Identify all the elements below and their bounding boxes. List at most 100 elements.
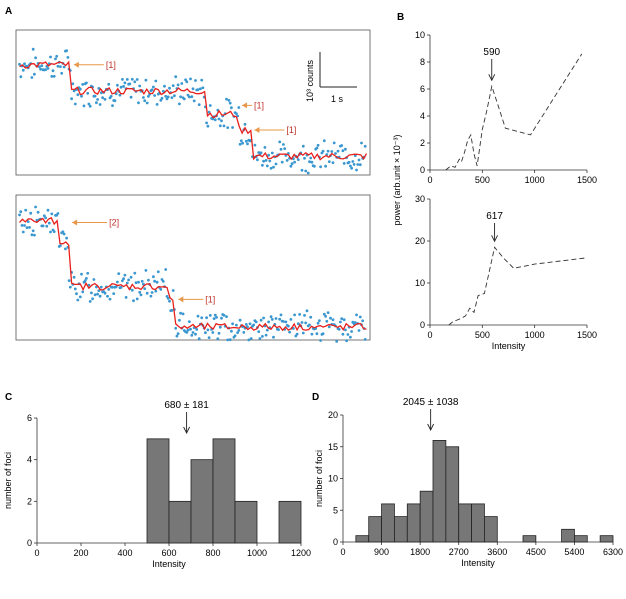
scalebar: 10³ counts 1 s [305,52,357,104]
trace-point [206,124,210,128]
trace-point [331,161,335,165]
trace-point [301,144,305,148]
trace-point [216,337,220,341]
trace-point [46,67,50,70]
trace-point [350,166,353,170]
trace-point [236,331,240,334]
trace-point [23,62,26,66]
trace-point [326,311,330,314]
trace-point [296,322,300,326]
trace-point [97,87,101,90]
trace-point [358,163,362,167]
trace-point [134,281,138,285]
trace-point [268,159,272,163]
trace-point [227,99,231,102]
trace-point [152,275,155,279]
histogram-bar [168,500,192,544]
trace-point [113,99,117,103]
trace-point [192,99,196,103]
trace-point [313,164,316,168]
trace-point [230,106,233,110]
trace-point [295,332,299,336]
trace-point [78,295,82,299]
trace-point [86,271,90,275]
trace-point [339,320,342,324]
trace-point [164,94,168,98]
trace-point [87,102,91,106]
trace-point [185,331,189,334]
trace-point [326,149,330,153]
trace-point [230,329,233,333]
trace-point [73,102,77,106]
trace-point [345,339,348,343]
trace-point [197,337,201,341]
trace-point [329,316,332,320]
trace-point [288,330,291,334]
trace-point [166,297,170,300]
trace-point [235,323,238,327]
trace-point [269,315,273,319]
histogram-c: 0 200 400 600 800 1000 1200 0 2 4 6 Intensity number… [3,400,311,569]
y-tick-label: 30 [415,194,425,204]
trace-point [274,162,278,166]
step-arrow-head [73,61,79,68]
trace-point [305,309,309,313]
trace-point [114,285,118,289]
x-tick-label: 1500 [577,175,597,185]
trace-point [71,82,75,86]
trace-point [59,244,62,248]
histogram-bar [190,459,214,544]
x-tick-label: 0 [427,175,432,185]
trace-point [217,117,221,121]
trace-point [80,94,83,98]
trace-point [293,313,296,317]
trace-point [132,299,135,303]
trace-point [220,316,223,320]
trace-point [225,97,228,101]
trace-point [171,289,175,292]
trace-point [91,297,94,301]
trace-point [358,315,362,319]
trace-point [298,313,301,316]
trace-point [353,321,357,324]
trace-point [170,309,174,312]
histogram-d: 0 900 1800 2700 3600 4500 5400 6300 0 5 10 15 20 Inte… [314,397,623,568]
step-label: [1] [106,60,116,70]
step-arrow-head [72,219,78,226]
trace-point [352,163,356,166]
trace-point [319,165,322,169]
trace-point [88,104,92,108]
trace-point [315,332,319,336]
y-tick-label: 0 [420,165,425,175]
trace-point [42,214,46,218]
trace-point [125,78,129,81]
trace-point [218,124,222,128]
trace-point [357,329,361,332]
trace-point [108,297,112,301]
trace-point [241,141,245,145]
trace-point [18,213,21,217]
trace-point [38,65,41,69]
trace-point [253,143,257,147]
trace-point [62,232,66,236]
trace-point [296,158,300,162]
trace-point [67,279,71,282]
y-tick-label: 2 [27,496,32,506]
annotation-arrow-head [488,74,496,82]
y-tick-label: 0 [333,537,338,547]
trace-point [107,288,111,291]
trace-point [101,96,104,100]
trace-point [168,86,171,90]
trace-point [247,338,251,342]
x-tick-label: 800 [205,548,220,558]
trace-point [342,162,346,165]
trace-point [289,318,293,321]
trace-point [200,78,204,82]
trace-point [270,318,274,321]
trace-point [153,94,157,97]
trace-point [282,143,285,146]
trace-point [280,160,284,164]
trace-point [222,313,226,317]
trace-point [66,56,70,59]
